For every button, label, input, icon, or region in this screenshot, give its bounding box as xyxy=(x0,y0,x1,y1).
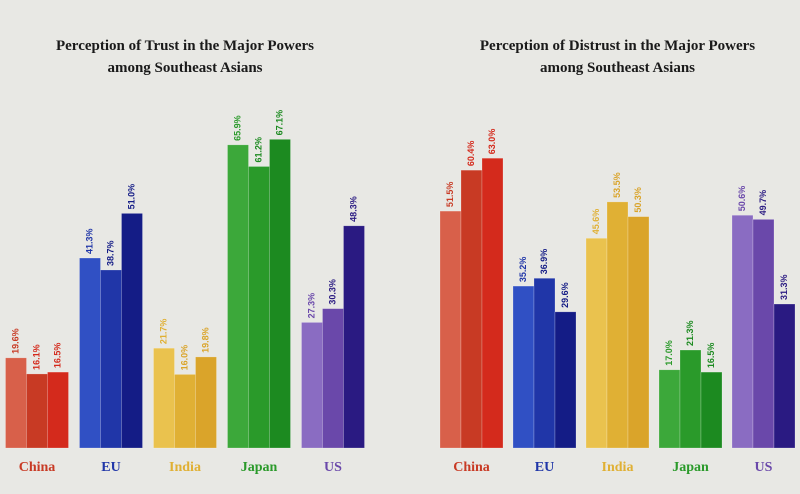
x-tick-label: EU xyxy=(101,460,120,475)
value-label: 21.7% xyxy=(158,319,168,345)
value-label: 16.5% xyxy=(52,343,62,369)
x-tick-label: US xyxy=(755,460,773,475)
bar xyxy=(47,371,69,449)
bar xyxy=(153,347,175,449)
value-label: 38.7% xyxy=(105,240,115,266)
bar xyxy=(269,139,291,449)
bar xyxy=(301,322,323,449)
value-label: 60.4% xyxy=(466,141,476,167)
value-label: 50.6% xyxy=(737,186,747,212)
bar xyxy=(658,369,681,449)
value-label: 19.6% xyxy=(10,328,20,354)
bar xyxy=(174,374,196,449)
value-label: 16.5% xyxy=(706,343,716,369)
bar xyxy=(227,144,249,449)
chart-title: Perception of Trust in the Major Powers xyxy=(56,38,314,54)
bar xyxy=(100,269,122,449)
bar xyxy=(481,157,504,449)
value-label: 48.3% xyxy=(348,196,358,222)
value-label: 65.9% xyxy=(232,115,242,141)
bar xyxy=(79,257,101,449)
bar xyxy=(554,311,577,449)
value-label: 27.3% xyxy=(306,293,316,319)
x-tick-label: EU xyxy=(535,460,554,475)
x-tick-label: Japan xyxy=(672,460,709,475)
value-label: 16.0% xyxy=(179,345,189,371)
x-tick-label: China xyxy=(19,460,56,475)
value-label: 51.0% xyxy=(126,184,136,210)
bar xyxy=(679,349,702,449)
bar xyxy=(248,166,270,449)
bar xyxy=(700,371,723,449)
value-label: 35.2% xyxy=(518,257,528,283)
x-tick-label: US xyxy=(324,460,342,475)
chart-title: among Southeast Asians xyxy=(540,60,695,76)
value-label: 30.3% xyxy=(327,279,337,305)
bar xyxy=(439,210,462,449)
bar xyxy=(606,201,629,449)
chart-title: among Southeast Asians xyxy=(107,60,262,76)
value-label: 63.0% xyxy=(487,129,497,155)
x-tick-label: India xyxy=(602,460,634,475)
bar xyxy=(343,225,365,449)
x-tick-label: China xyxy=(453,460,490,475)
bar xyxy=(5,357,27,449)
value-label: 17.0% xyxy=(664,340,674,366)
bar xyxy=(195,356,217,449)
chart-title: Perception of Distrust in the Major Powe… xyxy=(480,38,755,54)
bar xyxy=(585,237,608,449)
value-label: 29.6% xyxy=(560,282,570,308)
value-label: 50.3% xyxy=(633,187,643,213)
bar xyxy=(460,169,483,449)
value-label: 36.9% xyxy=(539,249,549,275)
value-label: 41.3% xyxy=(84,228,94,254)
x-tick-label: Japan xyxy=(241,460,278,475)
bar xyxy=(512,285,535,449)
x-tick-label: India xyxy=(169,460,201,475)
value-label: 51.5% xyxy=(445,182,455,208)
bar xyxy=(752,219,775,449)
bar xyxy=(731,214,754,449)
bar xyxy=(121,213,143,449)
bar xyxy=(26,373,48,449)
value-label: 67.1% xyxy=(274,110,284,136)
bar xyxy=(627,216,650,449)
value-label: 61.2% xyxy=(253,137,263,163)
value-label: 21.3% xyxy=(685,320,695,346)
bar xyxy=(773,303,796,449)
value-label: 16.1% xyxy=(31,344,41,370)
bar xyxy=(322,308,344,449)
value-label: 53.5% xyxy=(612,172,622,198)
value-label: 45.6% xyxy=(591,209,601,235)
value-label: 19.8% xyxy=(200,327,210,353)
bar xyxy=(533,277,556,449)
value-label: 49.7% xyxy=(758,190,768,216)
value-label: 31.3% xyxy=(779,274,789,300)
